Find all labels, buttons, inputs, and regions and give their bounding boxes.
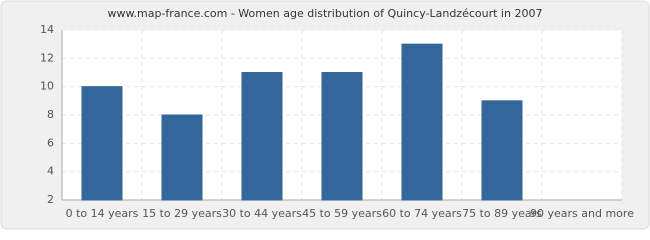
x-tick-label: 75 to 89 years <box>462 207 542 220</box>
y-tick-label: 4 <box>47 165 54 178</box>
bar <box>81 86 123 201</box>
y-tick-label: 2 <box>47 193 54 206</box>
y-tick-label: 8 <box>47 108 54 121</box>
x-tick-label: 30 to 44 years <box>222 207 302 220</box>
bar <box>321 72 363 201</box>
y-tick-label: 6 <box>47 136 54 149</box>
bar <box>241 72 283 201</box>
chart-title: www.map-france.com - Women age distribut… <box>108 7 543 20</box>
chart: www.map-france.com - Women age distribut… <box>0 0 650 230</box>
x-tick-label: 15 to 29 years <box>142 207 222 220</box>
x-tick-label: 60 to 74 years <box>382 207 462 220</box>
x-tick-label: 45 to 59 years <box>302 207 382 220</box>
bar <box>481 100 523 201</box>
x-tick-label: 90 years and more <box>530 207 634 220</box>
bar <box>401 43 443 201</box>
y-tick-label: 10 <box>40 80 54 93</box>
y-tick-label: 14 <box>40 23 54 36</box>
x-tick-label: 0 to 14 years <box>66 207 139 220</box>
bar <box>161 114 203 201</box>
y-tick-label: 12 <box>40 51 54 64</box>
